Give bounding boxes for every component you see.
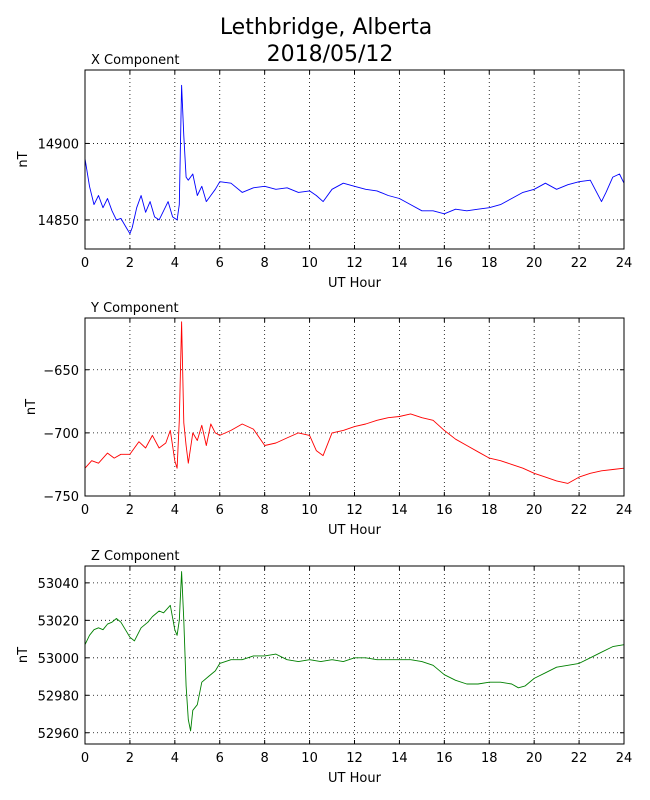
y-axis-label: nT <box>24 399 39 415</box>
x-tick-label: 4 <box>171 256 179 271</box>
panel-title: Y Component <box>90 301 179 316</box>
series-line <box>84 321 625 484</box>
y-tick-label: 53000 <box>38 652 79 667</box>
x-tick-label: 18 <box>481 256 498 271</box>
x-tick-label: 24 <box>616 751 633 766</box>
x-tick-label: 18 <box>481 503 498 518</box>
y-tick-label: −700 <box>43 427 79 442</box>
x-axis-label: UT Hour <box>328 771 382 786</box>
x-tick-label: 24 <box>616 503 633 518</box>
x-axis-label: UT Hour <box>328 276 382 291</box>
y-axis-label: nT <box>16 151 31 167</box>
x-tick-label: 2 <box>126 503 134 518</box>
x-tick-label: 8 <box>261 256 269 271</box>
x-tick-label: 18 <box>481 751 498 766</box>
x-tick-label: 0 <box>81 503 89 518</box>
x-tick-label: 4 <box>171 751 179 766</box>
series-line <box>84 571 625 732</box>
panel-title: X Component <box>91 53 180 68</box>
x-tick-label: 16 <box>436 751 453 766</box>
x-tick-label: 2 <box>126 751 134 766</box>
x-tick-label: 6 <box>216 256 224 271</box>
x-tick-label: 22 <box>571 503 588 518</box>
x-tick-label: 10 <box>301 751 318 766</box>
x-tick-label: 24 <box>616 256 633 271</box>
x-tick-label: 14 <box>391 503 408 518</box>
x-tick-label: 12 <box>346 751 363 766</box>
x-tick-label: 22 <box>571 256 588 271</box>
x-axis-label: UT Hour <box>328 523 382 538</box>
x-tick-label: 0 <box>81 256 89 271</box>
x-tick-label: 20 <box>526 751 543 766</box>
panel-title: Z Component <box>91 549 180 564</box>
x-tick-label: 4 <box>171 503 179 518</box>
y-tick-label: 52980 <box>38 689 79 704</box>
x-tick-label: 16 <box>436 503 453 518</box>
y-tick-label: 14850 <box>38 214 79 229</box>
x-tick-label: 10 <box>301 256 318 271</box>
x-tick-label: 12 <box>346 503 363 518</box>
x-tick-label: 6 <box>216 503 224 518</box>
y-tick-label: 14900 <box>38 137 79 152</box>
y-tick-label: 53020 <box>38 614 79 629</box>
x-tick-label: 16 <box>436 256 453 271</box>
x-tick-label: 0 <box>81 751 89 766</box>
x-tick-label: 20 <box>526 256 543 271</box>
x-tick-label: 12 <box>346 256 363 271</box>
x-tick-label: 2 <box>126 256 134 271</box>
y-tick-label: −650 <box>43 364 79 379</box>
series-line <box>84 84 625 235</box>
x-tick-label: 14 <box>391 256 408 271</box>
x-tick-label: 20 <box>526 503 543 518</box>
x-tick-label: 8 <box>261 751 269 766</box>
y-axis-label: nT <box>16 647 31 663</box>
x-tick-label: 6 <box>216 751 224 766</box>
figure-subtitle: 2018/05/12 <box>267 42 394 67</box>
y-tick-label: −750 <box>43 490 79 505</box>
x-tick-label: 14 <box>391 751 408 766</box>
figure-title: Lethbridge, Alberta <box>220 15 432 40</box>
x-tick-label: 22 <box>571 751 588 766</box>
y-tick-label: 52960 <box>38 727 79 742</box>
x-tick-label: 10 <box>301 503 318 518</box>
y-tick-label: 53040 <box>38 577 79 592</box>
x-tick-label: 8 <box>261 503 269 518</box>
